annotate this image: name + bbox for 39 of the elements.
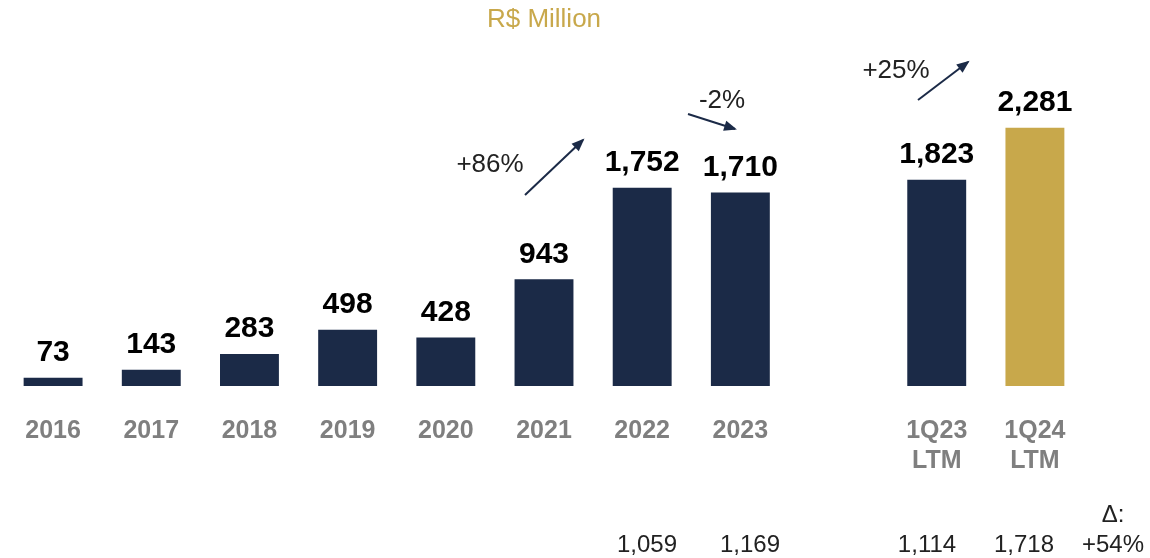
data-label: 1,752 bbox=[604, 143, 680, 177]
data-label: 428 bbox=[420, 293, 471, 327]
x-tick-label: 2016 bbox=[25, 414, 81, 443]
bar bbox=[907, 179, 967, 386]
x-tick-label: 1Q24 LTM bbox=[1004, 414, 1066, 473]
text: 1,059 bbox=[616, 530, 678, 557]
text: +25% bbox=[862, 54, 930, 84]
x-tick-label: 1Q23 LTM bbox=[906, 414, 968, 473]
x-tick-label: 2022 bbox=[614, 414, 670, 443]
data-label: 1,710 bbox=[702, 148, 778, 182]
data-label: 1,823 bbox=[899, 135, 975, 169]
bar bbox=[121, 369, 181, 386]
x-tick-label: 2021 bbox=[516, 414, 572, 443]
data-label: 2,281 bbox=[997, 84, 1073, 118]
data-label: 143 bbox=[126, 326, 177, 360]
bar bbox=[318, 329, 378, 386]
text: 1,114 bbox=[897, 530, 957, 557]
bar bbox=[220, 353, 279, 386]
x-tick-label: 2017 bbox=[123, 414, 180, 443]
x-tick-label: 2023 bbox=[712, 414, 769, 443]
bar bbox=[416, 337, 476, 386]
chart-title: R$ Million bbox=[486, 2, 602, 33]
x-tick-label: 2019 bbox=[319, 414, 376, 443]
bar bbox=[23, 377, 83, 386]
x-tick-label: 2020 bbox=[418, 414, 474, 443]
text: 1,718 bbox=[993, 530, 1055, 557]
text: -2% bbox=[698, 84, 746, 114]
bar bbox=[514, 279, 574, 386]
x-tick-label: 2018 bbox=[221, 414, 278, 443]
annotation: +86% bbox=[456, 148, 524, 178]
text: Δ: +54% bbox=[1081, 500, 1145, 557]
data-label: 73 bbox=[36, 334, 70, 367]
bar bbox=[612, 187, 672, 386]
bar bbox=[1005, 127, 1065, 386]
text: 1,169 bbox=[719, 530, 781, 557]
data-label: 498 bbox=[322, 285, 373, 319]
data-label: 943 bbox=[518, 235, 570, 269]
bar bbox=[710, 192, 770, 386]
data-label: 283 bbox=[224, 310, 275, 344]
